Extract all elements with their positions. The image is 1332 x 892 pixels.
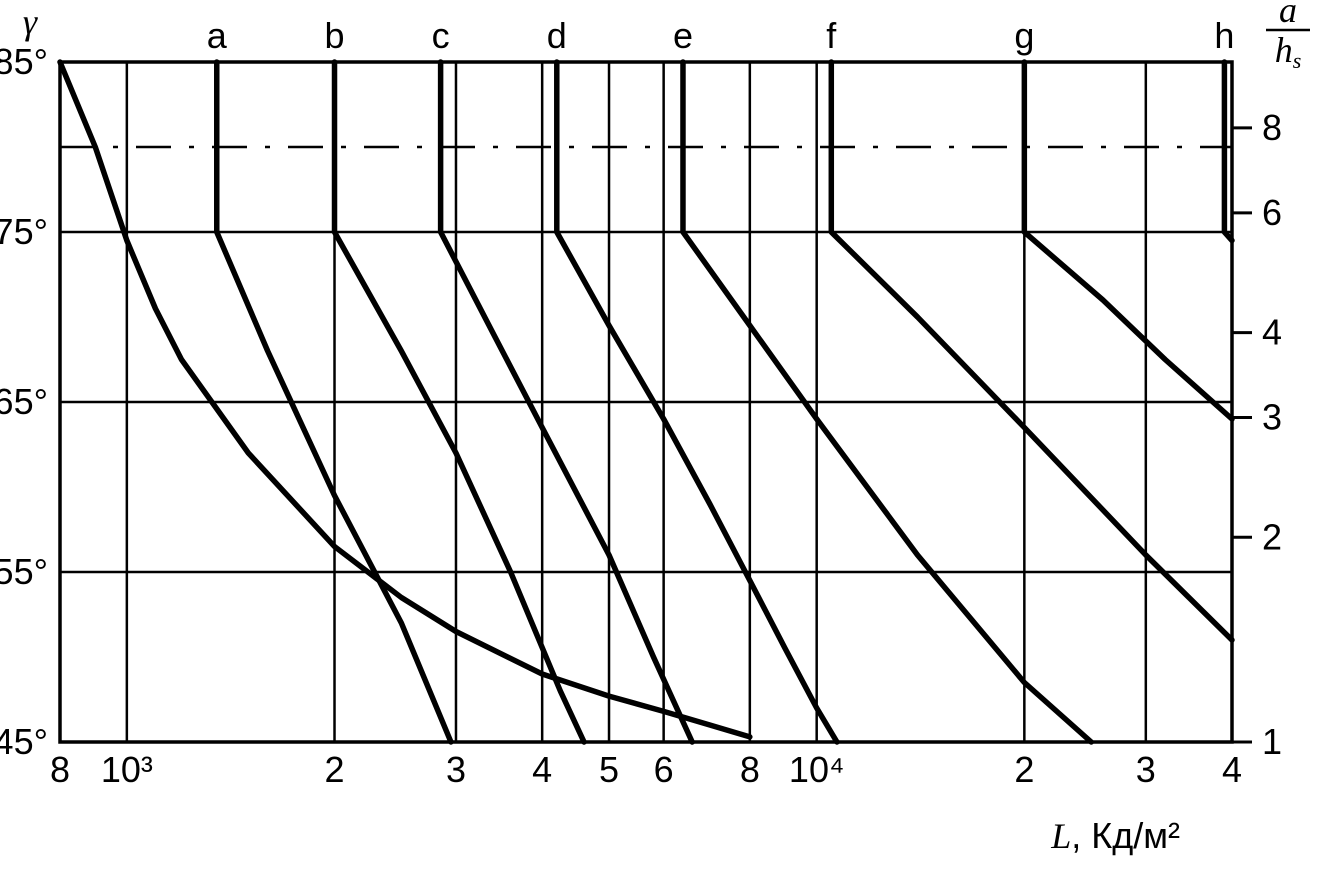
x-tick-label: 10³ — [101, 749, 153, 790]
x-tick-label: 3 — [446, 749, 466, 790]
x-tick-label: 8 — [740, 749, 760, 790]
top-letter-c: c — [432, 15, 450, 56]
y-left-tick-label: 75° — [0, 211, 48, 252]
y-left-tick-label: 55° — [0, 551, 48, 592]
x-tick-label: 5 — [599, 749, 619, 790]
x-tick-label: 2 — [1014, 749, 1034, 790]
y-right-tick-label: 1 — [1262, 721, 1282, 762]
x-tick-label: 10⁴ — [789, 749, 845, 790]
y-right-tick-label: 2 — [1262, 516, 1282, 557]
top-letter-h: h — [1214, 15, 1234, 56]
x-tick-label: 4 — [1222, 749, 1242, 790]
top-letter-e: e — [673, 15, 693, 56]
top-letter-d: d — [547, 15, 567, 56]
y-right-label-num: a — [1279, 0, 1297, 30]
y-left-label: γ — [23, 2, 38, 42]
x-tick-label: 8 — [50, 749, 70, 790]
y-left-tick-label: 85° — [0, 41, 48, 82]
y-right-tick-label: 8 — [1262, 107, 1282, 148]
y-right-tick-label: 3 — [1262, 397, 1282, 438]
x-tick-label: 3 — [1136, 749, 1156, 790]
x-tick-label: 4 — [532, 749, 552, 790]
y-left-tick-label: 45° — [0, 721, 48, 762]
top-letter-b: b — [324, 15, 344, 56]
top-letter-a: a — [207, 15, 228, 56]
top-letter-g: g — [1014, 15, 1034, 56]
y-right-tick-label: 4 — [1262, 312, 1282, 353]
x-axis-label: L, Кд/м² — [1050, 815, 1180, 856]
y-right-tick-label: 6 — [1262, 192, 1282, 233]
top-letter-f: f — [826, 15, 837, 56]
x-tick-label: 6 — [654, 749, 674, 790]
y-left-tick-label: 65° — [0, 381, 48, 422]
x-tick-label: 2 — [324, 749, 344, 790]
